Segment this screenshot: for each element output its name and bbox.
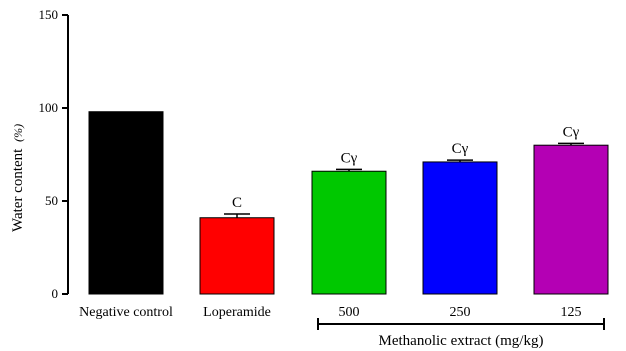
group-label: Methanolic extract (mg/kg)	[379, 333, 544, 349]
y-axis-label-unit: (%)	[11, 124, 25, 142]
y-tick-label: 100	[39, 100, 59, 115]
category-label: Loperamide	[203, 305, 271, 320]
bar-500	[311, 170, 387, 295]
y-tick-label: 150	[39, 7, 59, 22]
category-label: 500	[339, 305, 360, 320]
significance-label: Cγ	[563, 124, 580, 140]
category-labels-layer: Negative control Loperamide 500 250 125	[79, 305, 581, 320]
error-bars-layer	[224, 142, 584, 218]
significance-label: C	[232, 195, 242, 211]
y-axis-label: Water content (%)	[10, 124, 26, 232]
significance-label: Cγ	[452, 141, 469, 157]
category-label: 250	[450, 305, 471, 320]
bar-loperamide	[199, 217, 275, 295]
y-ticks-layer: 0 50 100 150	[39, 7, 68, 301]
y-axis-label-main: Water content	[10, 148, 26, 232]
significance-label: Cγ	[341, 150, 358, 166]
y-tick-label: 0	[52, 286, 59, 301]
bar-250	[422, 161, 498, 295]
bar-125	[533, 144, 609, 295]
y-tick-label: 50	[45, 193, 58, 208]
bar-negative-control	[88, 111, 164, 295]
bars-layer	[88, 111, 609, 295]
annotations-layer: C Cγ Cγ Cγ	[232, 124, 580, 211]
category-label: 125	[561, 305, 582, 320]
category-label: Negative control	[79, 305, 173, 320]
